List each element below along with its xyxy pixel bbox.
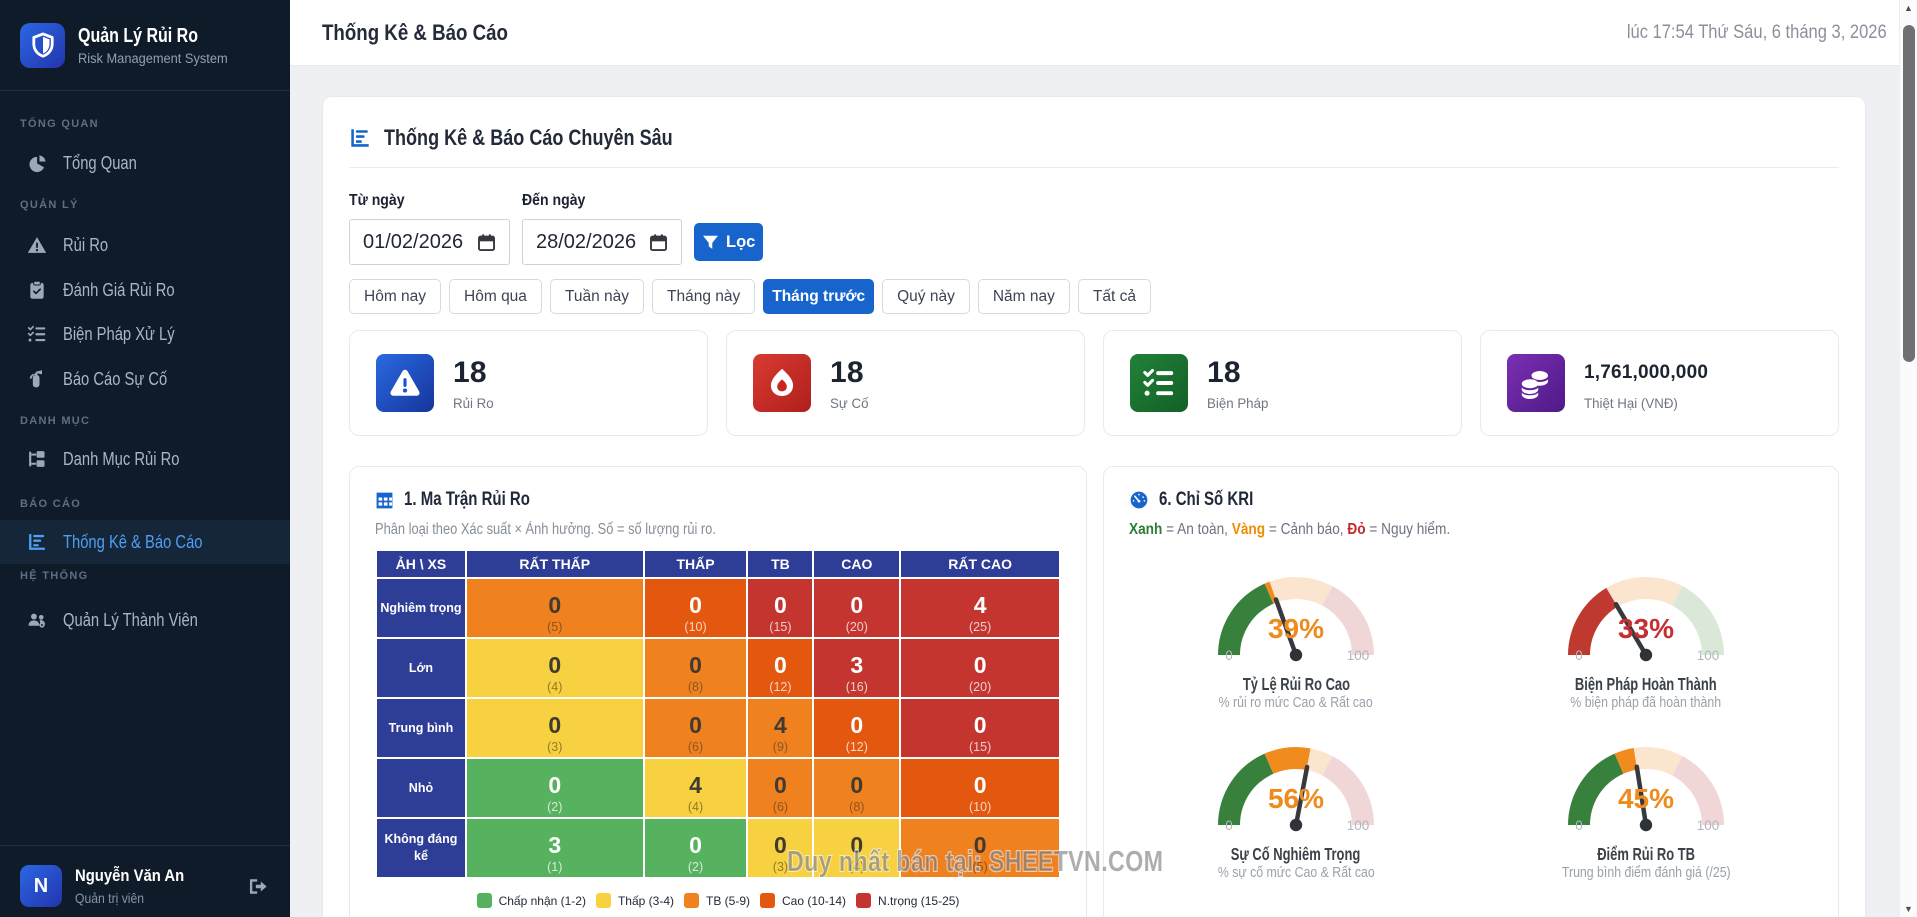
svg-text:100: 100 [1697,818,1720,833]
svg-text:0: 0 [1575,818,1583,833]
svg-text:45%: 45% [1618,783,1674,814]
svg-text:100: 100 [1347,818,1370,833]
svg-text:0: 0 [1575,648,1583,663]
svg-text:0: 0 [1225,648,1233,663]
svg-text:0: 0 [1225,818,1233,833]
svg-text:33%: 33% [1618,613,1674,644]
svg-text:39%: 39% [1268,613,1324,644]
svg-text:56%: 56% [1268,783,1324,814]
svg-text:100: 100 [1347,648,1370,663]
svg-text:100: 100 [1697,648,1720,663]
